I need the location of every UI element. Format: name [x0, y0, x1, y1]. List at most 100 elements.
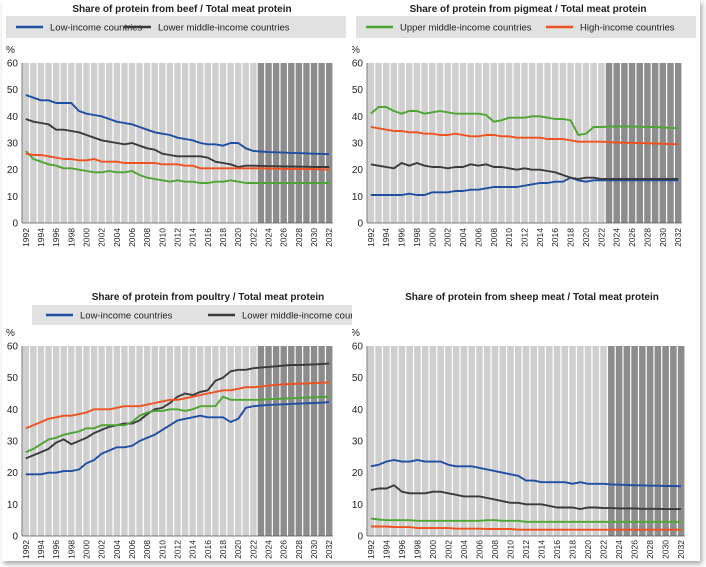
year-stripe — [429, 63, 436, 223]
x-tick-label: 2014 — [188, 540, 198, 559]
projection-stripe — [608, 346, 615, 536]
series-line-low — [25, 401, 330, 476]
year-stripe — [30, 63, 37, 223]
year-stripe — [498, 63, 505, 223]
year-stripe — [421, 346, 429, 536]
x-tick-label: 2030 — [661, 540, 671, 559]
y-tick-label: 10 — [7, 500, 19, 511]
year-stripe — [212, 63, 219, 223]
year-stripe — [592, 346, 600, 536]
year-stripe — [181, 346, 189, 536]
projection-stripe — [280, 63, 287, 223]
year-stripe — [530, 346, 538, 536]
projection-stripe — [265, 346, 272, 536]
year-stripe — [22, 346, 29, 536]
year-stripe — [143, 346, 151, 536]
series-line-upper-middle — [370, 106, 679, 136]
x-tick-label: 2030 — [658, 228, 668, 247]
x-tick-label: 1998 — [412, 228, 422, 247]
legend: Upper middle-income countries High-income… — [356, 16, 696, 38]
y-tick-label: 20 — [7, 165, 19, 176]
year-stripe — [242, 63, 249, 223]
year-stripe — [121, 346, 128, 536]
year-stripe — [398, 63, 405, 223]
series-line-high — [370, 126, 679, 146]
year-stripe — [398, 346, 406, 536]
year-stripe — [68, 63, 75, 223]
x-tick-label: 1998 — [66, 228, 76, 247]
x-tick-label: 1996 — [51, 540, 61, 559]
projection-stripe — [326, 346, 333, 536]
x-tick-label: 2032 — [324, 228, 334, 247]
year-stripe — [174, 346, 181, 536]
x-axis: 1992 1994 1996 1998 2000 2002 2004 2006 2008 2010… — [366, 228, 683, 247]
series-line-upper-middle — [25, 395, 330, 453]
projection-stripe — [303, 63, 310, 223]
x-tick-label: 1996 — [397, 228, 407, 247]
year-stripe — [45, 63, 52, 223]
x-tick-label: 2026 — [630, 540, 640, 559]
pigmeat-chart-panel: Share of protein from pigmeat / Total me… — [352, 4, 696, 247]
y-tick-label: 0 — [12, 219, 18, 230]
legend-label-lower-middle: Lower middle-income countries — [242, 311, 352, 322]
y-axis: % 0 10 20 30 40 50 60 — [6, 328, 333, 543]
y-tick-label: 60 — [352, 59, 363, 70]
year-stripe — [505, 63, 513, 223]
year-stripe — [83, 63, 90, 223]
x-tick-label: 1996 — [51, 228, 61, 247]
year-stripe — [204, 63, 212, 223]
x-tick-label: 1994 — [36, 228, 46, 247]
x-tick-label: 2008 — [142, 228, 152, 247]
year-stripe — [475, 63, 482, 223]
x-tick-label: 2010 — [504, 228, 514, 247]
x-tick-label: 2024 — [264, 228, 274, 247]
year-stripe — [436, 63, 444, 223]
x-tick-label: 2010 — [157, 540, 167, 559]
y-axis-unit: % — [6, 328, 15, 339]
x-tick-label: 2028 — [645, 540, 655, 559]
year-stripe — [413, 63, 421, 223]
x-tick-label: 2002 — [443, 540, 453, 559]
projection-stripe — [654, 346, 662, 536]
projection-stripe — [623, 346, 631, 536]
chart-title: Share of protein from pigmeat / Total me… — [409, 4, 646, 15]
year-stripe — [174, 63, 181, 223]
projection-stripe — [257, 63, 265, 223]
background-stripes — [22, 346, 333, 536]
year-stripe — [106, 63, 113, 223]
year-stripe — [113, 346, 121, 536]
x-tick-label: 2012 — [173, 540, 183, 559]
x-tick-label: 2018 — [566, 228, 576, 247]
chart-title: Share of protein from poultry / Total me… — [92, 292, 325, 303]
series-line-low — [370, 176, 679, 196]
year-stripe — [159, 63, 166, 223]
sheep-meat-chart-panel: Share of protein from sheep meat / Total… — [352, 292, 686, 559]
year-stripe — [234, 346, 242, 536]
year-stripe — [482, 63, 490, 223]
y-tick-label: 30 — [7, 437, 19, 448]
year-stripe — [52, 346, 60, 536]
projection-stripe — [272, 63, 280, 223]
x-tick-label: 2012 — [521, 540, 531, 559]
x-tick-label: 1994 — [36, 540, 46, 559]
x-tick-label: 2006 — [473, 228, 483, 247]
x-axis: 1992 1994 1996 1998 2000 2002 2004 2006 2008 2010… — [21, 540, 334, 559]
projection-stripe — [674, 63, 682, 223]
y-tick-label: 0 — [12, 532, 18, 543]
year-stripe — [383, 346, 390, 536]
x-tick-label: 2008 — [489, 228, 499, 247]
x-tick-label: 2030 — [309, 228, 319, 247]
x-tick-label: 2018 — [218, 228, 228, 247]
x-tick-label: 2028 — [294, 540, 304, 559]
year-stripe — [106, 346, 113, 536]
year-stripe — [445, 346, 452, 536]
year-stripe — [584, 346, 592, 536]
series-line-upper-middle — [25, 150, 330, 184]
year-stripe — [528, 63, 536, 223]
x-tick-label: 2002 — [97, 228, 107, 247]
year-stripe — [452, 346, 460, 536]
year-stripe — [590, 63, 597, 223]
year-stripe — [390, 63, 398, 223]
y-axis-unit: % — [352, 328, 360, 339]
x-tick-label: 2014 — [537, 540, 547, 559]
